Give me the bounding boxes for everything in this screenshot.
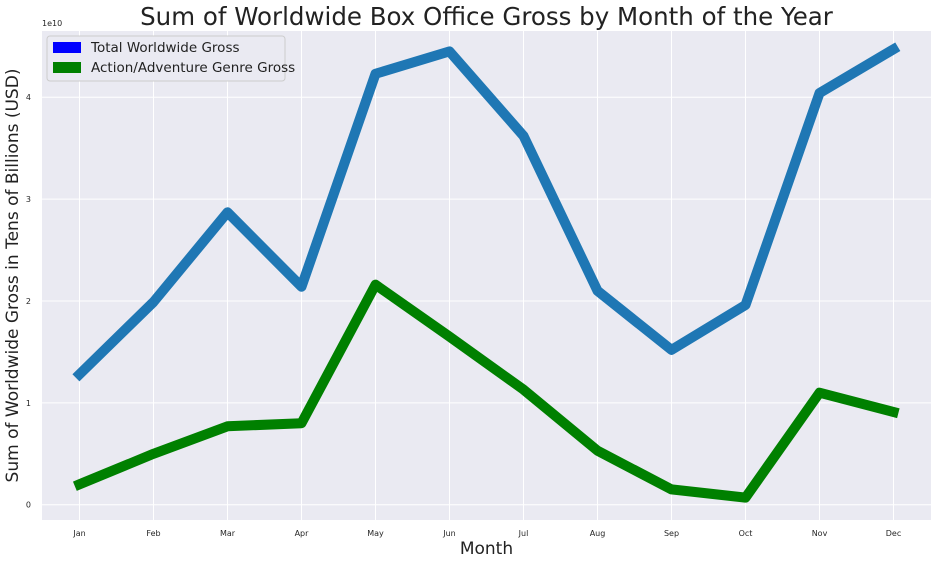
y-tick-labels: 0 1 2 3 4	[26, 93, 31, 510]
y-tick-label: 3	[26, 195, 31, 204]
legend-swatch	[53, 62, 81, 73]
x-tick-label: Feb	[146, 529, 160, 538]
x-tick-label: Nov	[812, 529, 828, 538]
x-tick-label: Jul	[518, 529, 529, 538]
x-tick-label: Oct	[739, 529, 753, 538]
y-tick-label: 0	[26, 501, 31, 510]
series-lines	[72, 42, 901, 503]
legend: Total Worldwide Gross Action/Adventure Ge…	[46, 35, 295, 82]
x-tick-label: Jun	[442, 529, 456, 538]
y-tick-label: 1	[26, 399, 31, 408]
x-tick-label: May	[367, 529, 384, 538]
y-tick-label: 2	[26, 297, 31, 306]
chart-title: Sum of Worldwide Box Office Gross by Mon…	[140, 2, 834, 31]
x-tick-labels: Jan Feb Mar Apr May Jun Jul Aug Sep Oct Nov Dec	[72, 529, 901, 538]
x-tick-label: Jan	[72, 529, 85, 538]
series-line-1	[72, 42, 901, 382]
x-axis-label: Month	[460, 539, 513, 559]
x-tick-label: Mar	[220, 529, 236, 538]
x-tick-label: Dec	[886, 529, 901, 538]
legend-box	[46, 35, 286, 82]
y-axis-label: Sum of Worldwide Gross in Tens of Billio…	[3, 69, 23, 483]
x-tick-label: Aug	[590, 529, 606, 538]
y-tick-label: 4	[26, 93, 31, 102]
legend-label: Action/Adventure Genre Gross	[91, 60, 295, 76]
series-line-2	[72, 279, 900, 503]
y-offset-label: 1e10	[42, 19, 62, 28]
legend-label: Total Worldwide Gross	[90, 40, 240, 56]
x-tick-label: Sep	[664, 529, 679, 538]
x-tick-label: Apr	[295, 529, 310, 538]
legend-swatch	[53, 42, 81, 53]
